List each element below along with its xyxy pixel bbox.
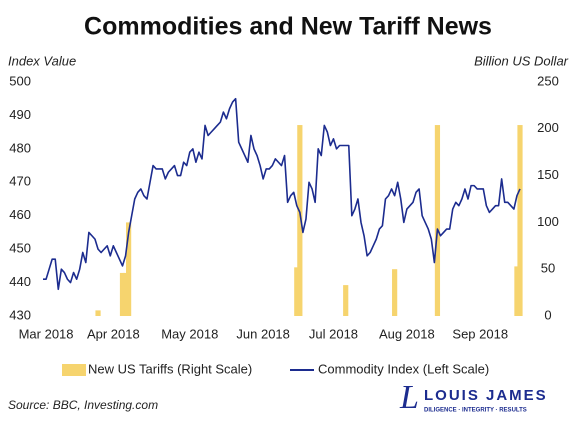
y-tick-label: 430: [9, 307, 31, 322]
bar: [122, 272, 129, 316]
bar: [434, 125, 441, 316]
y-axis-label: Index Value: [8, 53, 76, 68]
source: Source: BBC, Investing.com: [8, 398, 158, 412]
x-tick-label: Aug 2018: [379, 326, 435, 341]
legend-swatch: [62, 364, 86, 376]
bar: [126, 222, 132, 316]
bar: [95, 310, 101, 316]
bar: [294, 267, 300, 316]
y-tick-label: 480: [9, 140, 31, 155]
y2-tick-label: 250: [537, 73, 559, 88]
y-tick-label: 490: [9, 107, 31, 122]
y2-tick-label: 0: [544, 307, 551, 322]
y-tick-label: 500: [9, 73, 31, 88]
x-tick-label: Jun 2018: [236, 326, 290, 341]
y-tick-label: 470: [9, 174, 31, 189]
y2-tick-label: 50: [541, 261, 555, 276]
y-tick-label: 440: [9, 274, 31, 289]
legend-label: New US Tariffs (Right Scale): [88, 361, 252, 376]
x-tick-label: Sep 2018: [452, 326, 508, 341]
x-tick-label: May 2018: [161, 326, 218, 341]
x-tick-label: Jul 2018: [309, 326, 358, 341]
line: [43, 97, 521, 291]
bar: [392, 269, 398, 316]
x-tick-label: Apr 2018: [87, 326, 140, 341]
y2-tick-label: 150: [537, 167, 559, 182]
bar: [297, 125, 303, 316]
bar: [119, 272, 126, 316]
y2-tick-label: 100: [537, 214, 559, 229]
y-tick-label: 450: [9, 241, 31, 256]
y-tick-label: 460: [9, 207, 31, 222]
bar: [343, 285, 349, 316]
bar: [517, 125, 523, 316]
chart-title: Commodities and New Tariff News: [84, 13, 492, 41]
x-tick-label: Mar 2018: [19, 326, 74, 341]
y2-axis-label: Billion US Dollar: [474, 53, 569, 68]
y2-tick-label: 200: [537, 120, 559, 135]
logo-mark: L: [399, 379, 419, 416]
logo-tagline: DILIGENCE · INTEGRITY · RESULTS: [424, 408, 527, 414]
legend-label: Commodity Index (Left Scale): [318, 361, 489, 376]
logo-name: LOUIS JAMES: [424, 387, 548, 404]
bar: [514, 266, 520, 316]
